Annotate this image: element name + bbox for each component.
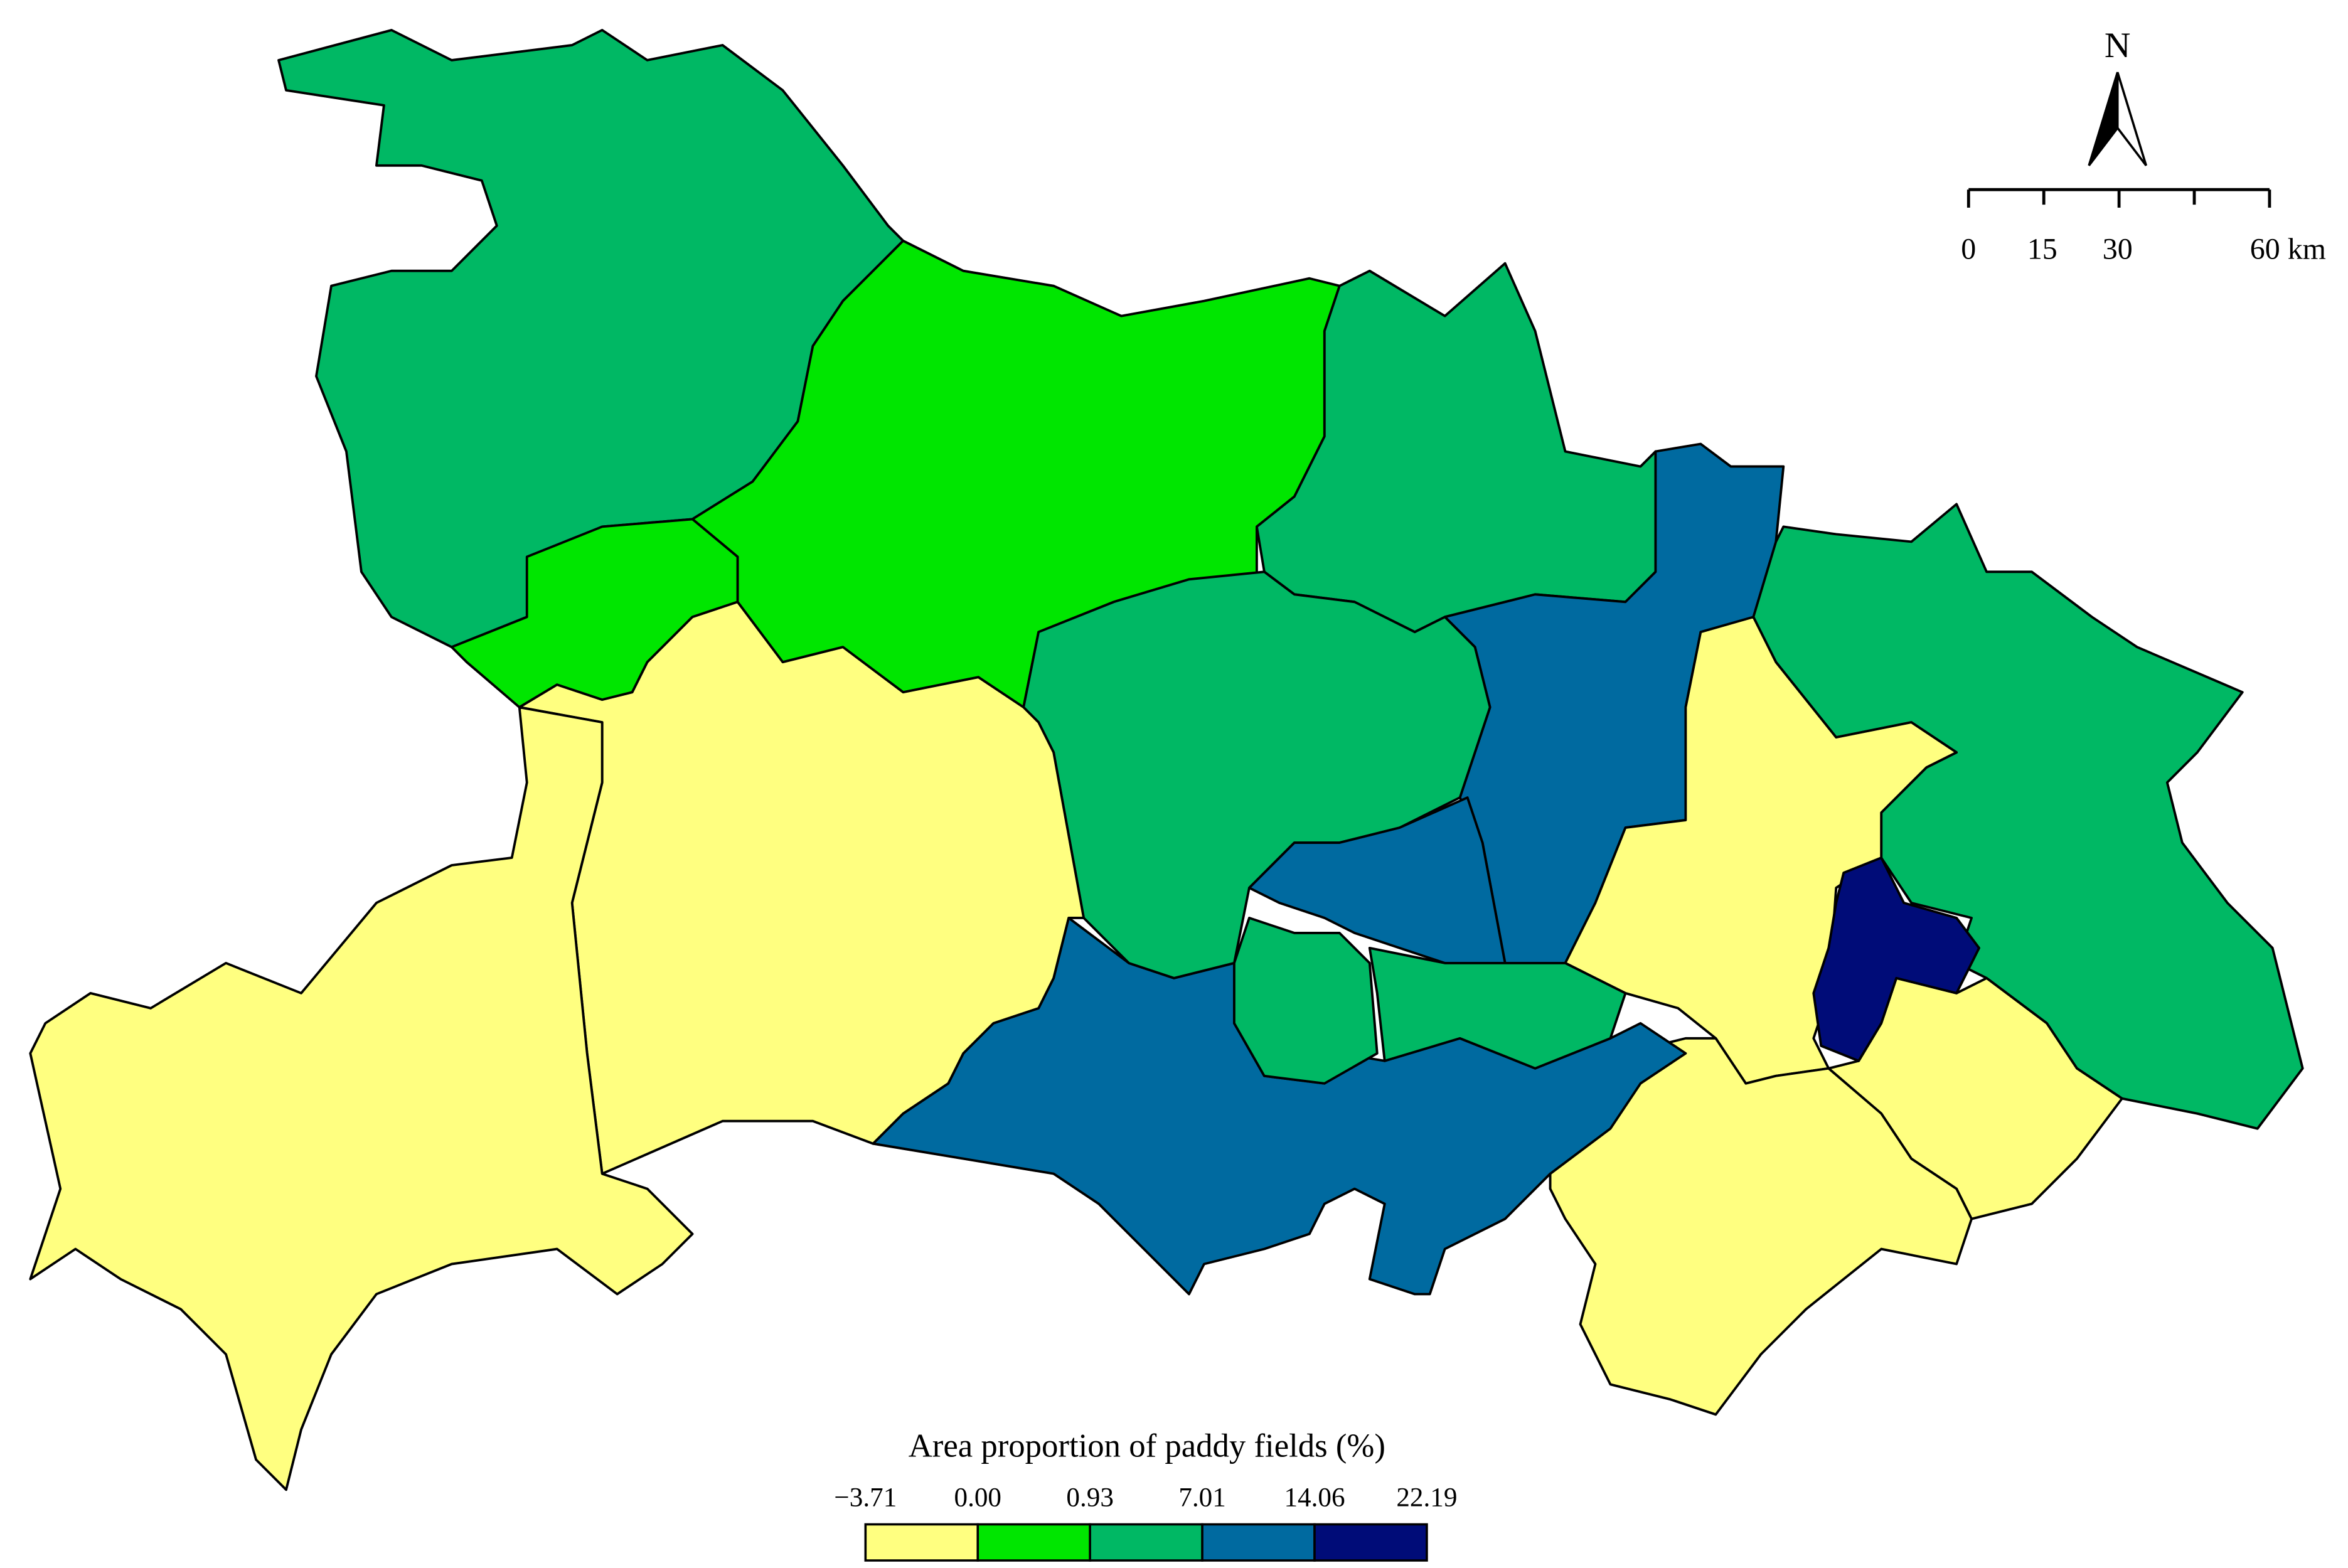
scale-label: 60 km: [2250, 233, 2326, 266]
legend-swatch: [1201, 1523, 1316, 1562]
arrow-right: [2116, 72, 2148, 166]
north-arrow: N: [2088, 26, 2148, 166]
region: [1368, 946, 1627, 1070]
legend-break: 7.01: [1178, 1483, 1226, 1513]
scale-label: 30: [2103, 233, 2133, 266]
legend-swatch: [1313, 1523, 1428, 1562]
legend-break: 0.93: [1066, 1483, 1114, 1513]
legend-break: 22.19: [1396, 1483, 1457, 1513]
legend-title: Area proportion of paddy fields (%): [909, 1428, 1385, 1464]
region: [29, 706, 694, 1491]
scale-label: 0: [1961, 233, 1976, 266]
legend: −3.71 0.00 0.93 7.01 14.06 22.19: [834, 1483, 1457, 1562]
scale-bar: [1966, 188, 2271, 208]
arrow-left: [2088, 72, 2119, 166]
legend-break: 14.06: [1284, 1483, 1345, 1513]
legend-swatch: [1089, 1523, 1203, 1562]
legend-break: 0.00: [954, 1483, 1001, 1513]
region: [1549, 1037, 1973, 1416]
region: [1812, 856, 1980, 1062]
regions: [29, 29, 2304, 1491]
legend-swatch: [864, 1523, 979, 1562]
legend-break: −3.71: [834, 1483, 897, 1513]
legend-swatch: [976, 1523, 1091, 1562]
scale-label: 15: [2027, 233, 2057, 266]
region: [1233, 917, 1379, 1085]
north-label: N: [2105, 26, 2131, 65]
